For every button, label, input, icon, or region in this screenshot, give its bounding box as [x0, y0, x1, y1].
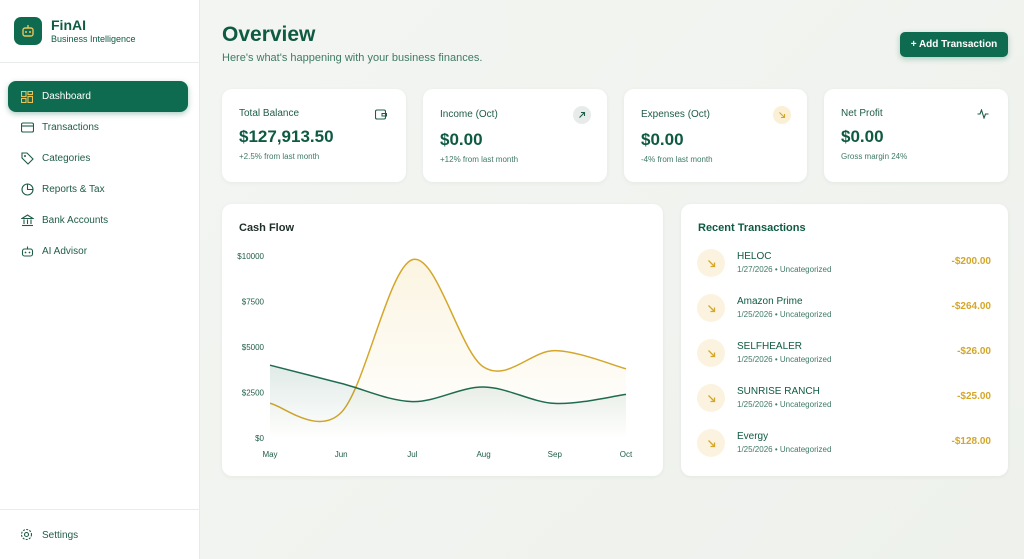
sidebar-item-label: Transactions	[42, 122, 99, 133]
pie-chart-icon	[20, 183, 34, 197]
stat-note: -4% from last month	[641, 155, 713, 164]
stat-value: $127,913.50	[239, 127, 334, 146]
gear-icon	[20, 528, 34, 542]
sidebar-item-label: Reports & Tax	[42, 184, 105, 195]
x-tick-label: Jun	[335, 450, 348, 459]
arrow-down-right-icon	[697, 294, 725, 322]
stat-label: Expenses (Oct)	[641, 109, 710, 120]
x-tick-label: May	[262, 450, 277, 459]
transaction-meta: 1/25/2026 • Uncategorized	[737, 400, 832, 409]
sidebar-item-bank-accounts[interactable]: Bank Accounts	[8, 205, 188, 236]
y-tick-label: $7500	[242, 298, 265, 307]
bank-icon	[20, 214, 34, 228]
settings-label: Settings	[42, 529, 79, 541]
transaction-row[interactable]: SELFHEALER 1/25/2026 • Uncategorized -$2…	[697, 339, 991, 369]
sidebar-divider	[0, 509, 200, 510]
arrow-down-right-icon	[697, 339, 725, 367]
sidebar-item-settings[interactable]: Settings	[20, 528, 78, 542]
page-subtitle: Here's what's happening with your busine…	[222, 52, 483, 64]
wallet-icon	[372, 105, 390, 123]
page-title: Overview	[222, 23, 316, 46]
stat-value: $0.00	[440, 130, 483, 149]
tag-icon	[20, 152, 34, 166]
transaction-amount: -$264.00	[951, 301, 991, 312]
stat-card-net-profit: Net Profit $0.00 Gross margin 24%	[824, 89, 1008, 182]
transaction-name: SELFHEALER	[737, 341, 803, 352]
arrow-up-right-icon	[573, 106, 591, 124]
transaction-row[interactable]: SUNRISE RANCH 1/25/2026 • Uncategorized …	[697, 384, 991, 414]
arrow-down-right-icon	[773, 106, 791, 124]
arrow-down-right-icon	[697, 429, 725, 457]
recent-transactions-title: Recent Transactions	[698, 222, 806, 234]
stat-note: +2.5% from last month	[239, 152, 320, 161]
cash-flow-card: Cash Flow $10000 $7500 $5000 $2500 $0 May Jun…	[222, 204, 663, 476]
sidebar-item-label: Bank Accounts	[42, 215, 109, 226]
sidebar-item-label: Categories	[42, 153, 91, 164]
sidebar-nav: Dashboard Transactions Categories Report…	[8, 81, 188, 267]
stat-card-income: Income (Oct) $0.00 +12% from last month	[423, 89, 607, 182]
y-tick-label: $0	[255, 434, 264, 443]
transaction-row[interactable]: Amazon Prime 1/25/2026 • Uncategorized -…	[697, 294, 991, 324]
transaction-row[interactable]: HELOC 1/27/2026 • Uncategorized -$200.00	[697, 249, 991, 279]
x-tick-label: Oct	[620, 450, 633, 459]
transaction-meta: 1/27/2026 • Uncategorized	[737, 265, 832, 274]
transaction-name: SUNRISE RANCH	[737, 386, 820, 397]
transaction-amount: -$200.00	[951, 256, 991, 267]
sidebar-item-dashboard[interactable]: Dashboard	[8, 81, 188, 112]
transaction-amount: -$26.00	[957, 346, 991, 357]
y-tick-label: $5000	[242, 343, 265, 352]
arrow-down-right-icon	[697, 384, 725, 412]
stat-card-expenses: Expenses (Oct) $0.00 -4% from last month	[624, 89, 807, 182]
x-tick-label: Jul	[407, 450, 417, 459]
y-tick-label: $2500	[242, 389, 265, 398]
brand[interactable]: FinAI Business Intelligence	[14, 17, 136, 45]
sidebar-item-reports[interactable]: Reports & Tax	[8, 174, 188, 205]
transaction-name: Amazon Prime	[737, 296, 803, 307]
sidebar: FinAI Business Intelligence Dashboard Tr…	[0, 0, 200, 559]
transaction-meta: 1/25/2026 • Uncategorized	[737, 310, 832, 319]
stat-label: Net Profit	[841, 108, 883, 119]
stat-card-total-balance: Total Balance $127,913.50 +2.5% from las…	[222, 89, 406, 182]
sidebar-item-label: AI Advisor	[42, 246, 88, 257]
arrow-down-right-icon	[697, 249, 725, 277]
stat-label: Total Balance	[239, 108, 300, 119]
stat-note: Gross margin 24%	[841, 152, 908, 161]
sidebar-item-ai-advisor[interactable]: AI Advisor	[8, 236, 188, 267]
sidebar-item-label: Dashboard	[42, 91, 91, 102]
robot-logo-icon	[14, 17, 42, 45]
transaction-meta: 1/25/2026 • Uncategorized	[737, 355, 832, 364]
stat-label: Income (Oct)	[440, 109, 498, 120]
add-transaction-button[interactable]: + Add Transaction	[900, 32, 1008, 57]
sidebar-divider	[0, 62, 200, 63]
dashboard-grid-icon	[20, 90, 34, 104]
brand-name: FinAI	[51, 17, 86, 33]
credit-card-icon	[20, 121, 34, 135]
robot-icon	[20, 245, 34, 259]
x-tick-label: Sep	[548, 450, 563, 459]
transaction-name: HELOC	[737, 251, 772, 262]
transaction-meta: 1/25/2026 • Uncategorized	[737, 445, 832, 454]
transaction-name: Evergy	[737, 431, 769, 442]
series-area	[270, 365, 626, 438]
sidebar-item-categories[interactable]: Categories	[8, 143, 188, 174]
stat-value: $0.00	[841, 127, 884, 146]
activity-icon	[974, 105, 992, 123]
cash-flow-chart: $10000 $7500 $5000 $2500 $0 May Jun Jul Aug Sep O…	[237, 252, 633, 459]
series-line	[269, 364, 627, 405]
stat-value: $0.00	[641, 130, 684, 149]
sidebar-item-transactions[interactable]: Transactions	[8, 112, 188, 143]
brand-subtitle: Business Intelligence	[51, 34, 136, 44]
transaction-amount: -$128.00	[951, 436, 991, 447]
transaction-row[interactable]: Evergy 1/25/2026 • Uncategorized -$128.0…	[697, 429, 991, 459]
y-tick-label: $10000	[237, 252, 264, 261]
stat-note: +12% from last month	[440, 155, 519, 164]
transaction-amount: -$25.00	[957, 391, 991, 402]
x-tick-label: Aug	[476, 450, 490, 459]
cash-flow-title: Cash Flow	[239, 222, 295, 234]
recent-transactions-card: Recent Transactions HELOC 1/27/2026 • Un…	[681, 204, 1008, 476]
